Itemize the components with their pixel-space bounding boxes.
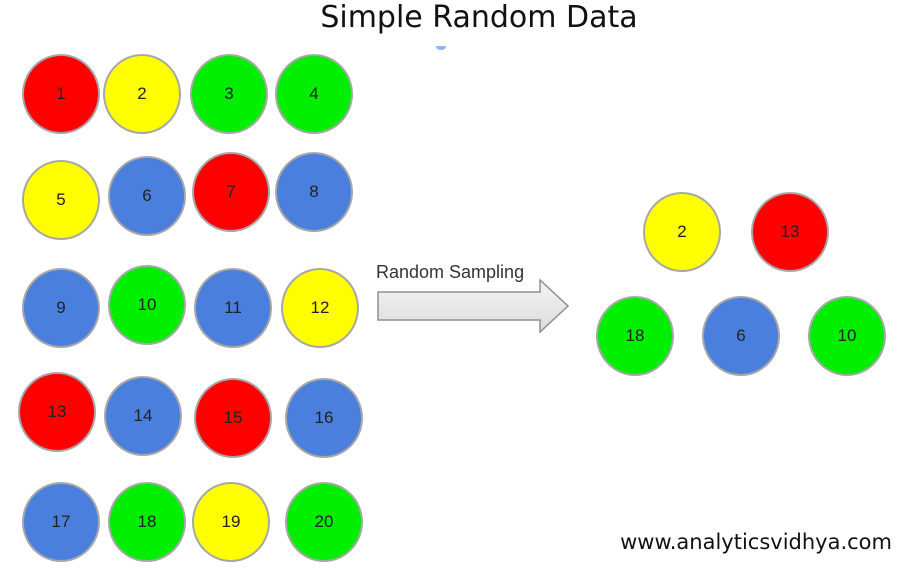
population-ball: 18 xyxy=(108,482,186,562)
population-ball: 9 xyxy=(22,268,100,348)
population-ball: 4 xyxy=(275,54,353,134)
arrow-label: Random Sampling xyxy=(376,262,525,282)
page-title: Simple Random Data xyxy=(320,0,638,35)
population-ball: 7 xyxy=(192,152,270,232)
sample-ball: 2 xyxy=(643,192,721,272)
population-ball: 13 xyxy=(18,372,96,452)
population-ball: 6 xyxy=(108,156,186,236)
population-ball: 3 xyxy=(190,54,268,134)
sample-ball: 13 xyxy=(751,192,829,272)
arrow-right-icon xyxy=(377,278,570,334)
population-ball: 19 xyxy=(192,482,270,562)
watermark: www.analyticsvidhya.com xyxy=(620,530,892,554)
population-ball: 8 xyxy=(275,152,353,232)
population-ball: 12 xyxy=(281,268,359,348)
population-ball: 11 xyxy=(194,268,272,348)
title-decoration xyxy=(436,46,446,50)
sample-ball: 18 xyxy=(596,296,674,376)
population-ball: 5 xyxy=(22,160,100,240)
population-ball: 16 xyxy=(285,378,363,458)
population-ball: 10 xyxy=(108,265,186,345)
population-ball: 20 xyxy=(285,482,363,562)
population-ball: 2 xyxy=(103,54,181,134)
population-ball: 14 xyxy=(104,376,182,456)
population-ball: 15 xyxy=(194,378,272,458)
sample-ball: 6 xyxy=(702,296,780,376)
population-ball: 17 xyxy=(22,482,100,562)
population-ball: 1 xyxy=(22,54,100,134)
sample-ball: 10 xyxy=(808,296,886,376)
